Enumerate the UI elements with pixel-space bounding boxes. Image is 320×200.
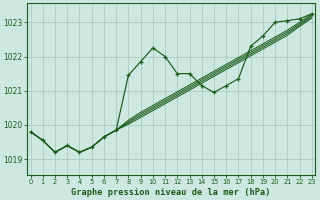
X-axis label: Graphe pression niveau de la mer (hPa): Graphe pression niveau de la mer (hPa) (71, 188, 271, 197)
